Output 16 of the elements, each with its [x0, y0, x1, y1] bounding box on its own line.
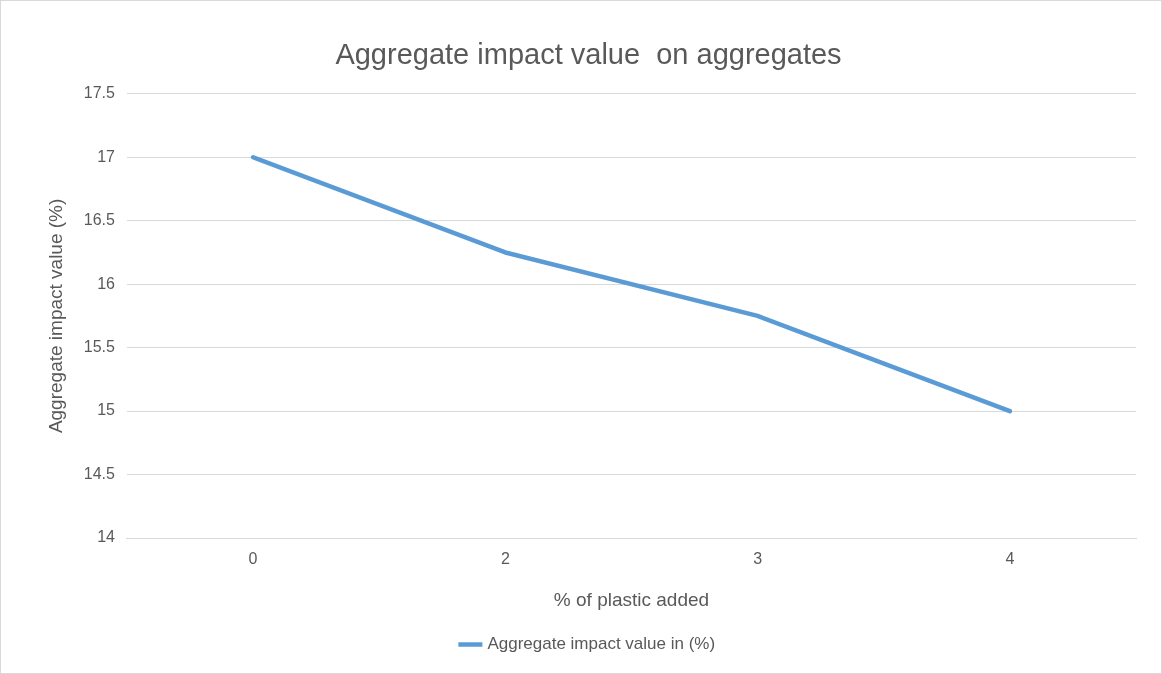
legend-label: Aggregate impact value in (%): [487, 634, 716, 654]
y-tick-label: 17.5: [83, 84, 116, 102]
chart-title: Aggregate impact value on aggregates: [335, 38, 842, 71]
y-axis-title: Aggregate impact value (%): [44, 198, 66, 434]
y-tick-label: 15.5: [83, 338, 116, 356]
x-tick-label: 4: [1005, 550, 1015, 568]
y-tick-label: 16.5: [83, 211, 116, 229]
x-tick-label: 3: [753, 550, 763, 568]
y-tick-label: 15: [97, 401, 116, 419]
y-tick-label: 17: [97, 147, 116, 165]
y-tick-label: 14.5: [83, 464, 116, 482]
y-tick-label: 14: [97, 528, 116, 546]
x-tick-label: 0: [248, 550, 258, 568]
y-tick-label: 16: [97, 274, 116, 292]
x-tick-label: 2: [500, 550, 510, 568]
x-axis-title: % of plastic added: [553, 588, 710, 610]
